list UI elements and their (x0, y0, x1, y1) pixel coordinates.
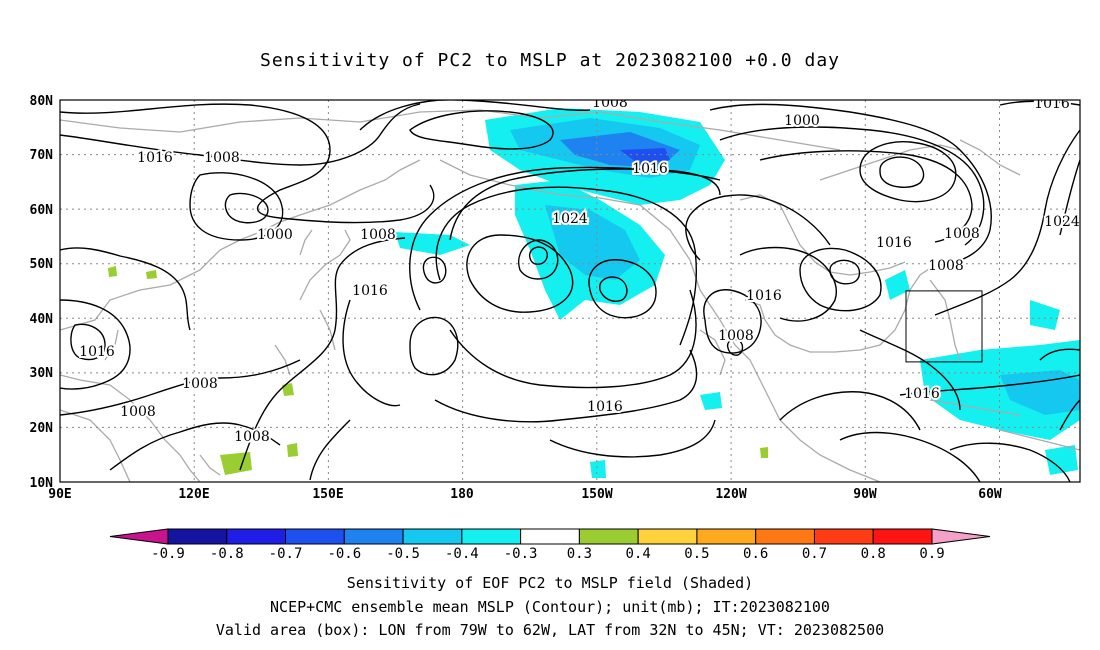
colorbar-label: -0.4 (445, 546, 479, 562)
contour-label: 1016 (137, 150, 173, 166)
contour-label: 1008 (182, 376, 218, 392)
latitude-labels: 80N 70N 60N 50N 40N 30N 20N 10N (30, 94, 54, 491)
lat-label: 20N (30, 421, 54, 436)
colorbar-label: -0.6 (327, 546, 361, 562)
contour-label: 1008 (928, 258, 964, 274)
contour-label: 1008 (944, 226, 980, 242)
colorbar-label: 0.9 (919, 546, 944, 562)
lat-label: 60N (30, 203, 54, 218)
map-frame (59, 99, 1081, 483)
colorbar-swatch (461, 528, 522, 545)
lon-label: 180 (450, 487, 474, 502)
colorbar-swatch (167, 528, 228, 545)
contour-label: 1016 (79, 344, 115, 360)
contour-label: 1024 (552, 211, 588, 227)
contour-label: 1016 (746, 288, 782, 304)
colorbar-label: 0.7 (802, 546, 827, 562)
contour-label: 1008 (234, 429, 270, 445)
colorbar-label: 0.6 (743, 546, 768, 562)
contour-label: 1008 (204, 150, 240, 166)
colorbar-end-high (931, 528, 991, 545)
colorbar-swatch (226, 528, 287, 545)
colorbar-end-low (109, 528, 169, 545)
lon-label: 120W (715, 487, 746, 502)
contour-label: 1016 (904, 386, 940, 402)
contour-label: 1016 (352, 283, 388, 299)
lat-label: 30N (30, 366, 54, 381)
lon-label: 60W (978, 487, 1002, 502)
mslp-contours (60, 100, 1080, 482)
lat-label: 50N (30, 257, 54, 272)
contour-label: 1008 (718, 328, 754, 344)
lon-label: 120E (178, 487, 209, 502)
colorbar-labels: -0.9 -0.8 -0.7 -0.6 -0.5 -0.4 -0.3 0.3 0.4 0.5 0.6… (151, 546, 945, 562)
colorbar-label: -0.9 (151, 546, 185, 562)
colorbar-swatch (520, 528, 580, 545)
lon-label: 150W (581, 487, 612, 502)
chart-title: Sensitivity of PC2 to MSLP at 2023082100… (259, 50, 840, 71)
colorbar-swatch (755, 528, 815, 545)
colorbar-swatch (402, 528, 463, 545)
lon-label: 90W (853, 487, 877, 502)
lat-label: 40N (30, 312, 54, 327)
caption-line-2: NCEP+CMC ensemble mean MSLP (Contour); u… (270, 598, 830, 616)
colorbar-swatch (578, 528, 639, 545)
contour-label: 1008 (360, 227, 396, 243)
colorbar-swatch (696, 528, 757, 545)
colorbar-label: 0.8 (861, 546, 886, 562)
contour-label: 1000 (784, 113, 820, 129)
colorbar-label: -0.5 (386, 546, 420, 562)
colorbar-swatch (813, 528, 874, 545)
caption-line-3: Valid area (box): LON from 79W to 62W, L… (215, 621, 885, 639)
colorbar-swatch (343, 528, 404, 545)
contour-label: 1016 (632, 161, 668, 177)
lon-label: 90E (48, 487, 71, 502)
valid-area-box (905, 290, 983, 363)
contour-label: 1008 (592, 95, 628, 111)
lon-label: 150E (312, 487, 343, 502)
colorbar-swatch (872, 528, 933, 545)
colorbar-label: 0.4 (626, 546, 651, 562)
lat-label: 70N (30, 148, 54, 163)
lat-label: 10N (30, 476, 54, 491)
graticule (60, 100, 1080, 482)
colorbar-label: -0.8 (210, 546, 244, 562)
contour-labels: 1008 1016 1008 1016 1000 1016 1008 1000 … (77, 95, 1080, 447)
colorbar-label: -0.7 (269, 546, 303, 562)
contour-label: 1000 (257, 227, 293, 243)
lat-label: 80N (30, 94, 54, 109)
contour-label: 1016 (587, 399, 623, 415)
colorbar-swatch (285, 528, 345, 545)
colorbar-label: -0.3 (504, 546, 538, 562)
contour-label: 1008 (120, 404, 156, 420)
colorbar (109, 528, 991, 545)
longitude-labels: 90E 120E 150E 180 150W 120W 90W 60W (48, 487, 1002, 502)
colorbar-label: 0.3 (567, 546, 592, 562)
colorbar-swatch (637, 528, 698, 545)
colorbar-label: 0.5 (684, 546, 709, 562)
contour-label: 1016 (1034, 96, 1070, 112)
contour-label: 1016 (876, 235, 912, 251)
caption-line-1: Sensitivity of EOF PC2 to MSLP field (Sh… (346, 574, 754, 592)
contour-label: 1024 (1044, 214, 1080, 230)
